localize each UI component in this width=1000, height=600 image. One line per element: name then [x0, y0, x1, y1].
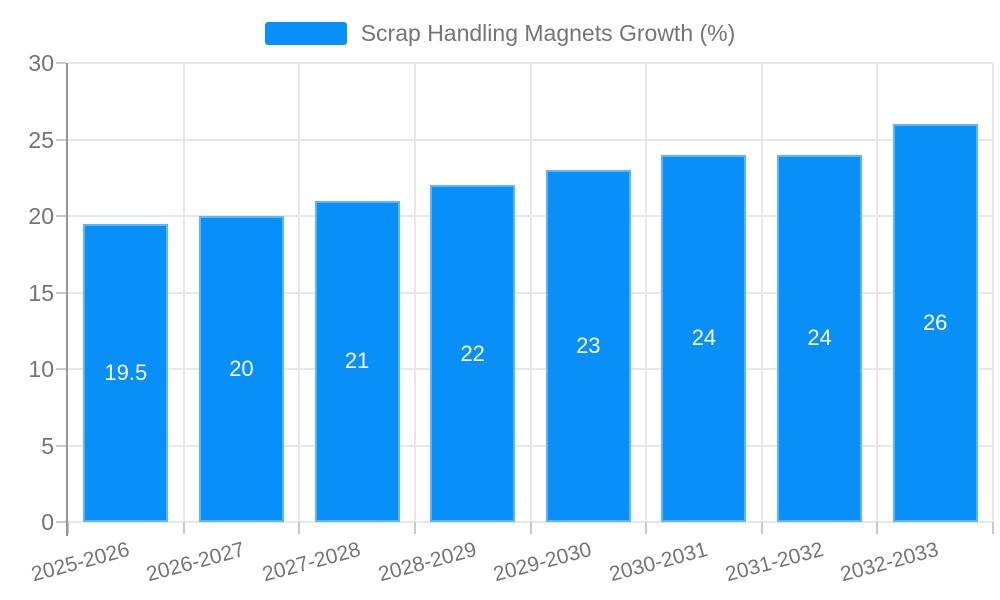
- x-axis-tick: [529, 522, 532, 534]
- y-axis-tick: [56, 291, 66, 294]
- x-axis-tick: [182, 522, 185, 534]
- y-axis-tick-label: 10: [28, 356, 54, 382]
- y-axis-tick-label: 0: [41, 509, 54, 535]
- x-axis-tick: [298, 522, 301, 534]
- bar-2025-2026[interactable]: [83, 223, 169, 522]
- y-axis-tick-label: 15: [28, 279, 54, 306]
- y-axis-tick-label: 25: [28, 126, 54, 153]
- gridline-vertical: [529, 63, 532, 522]
- bar-2031-2032[interactable]: [777, 154, 863, 522]
- legend[interactable]: Scrap Handling Magnets Growth (%): [0, 19, 1000, 47]
- bar-2028-2029[interactable]: [430, 185, 516, 522]
- gridline-vertical: [992, 63, 994, 522]
- x-axis-tick: [413, 522, 416, 534]
- x-axis-tick: [760, 522, 763, 534]
- y-axis-tick-label: 30: [28, 50, 54, 76]
- gridline-vertical: [298, 63, 301, 522]
- y-axis-tick: [56, 444, 66, 447]
- gridline-vertical: [413, 63, 416, 522]
- y-axis-tick: [56, 138, 66, 141]
- x-axis-tick: [992, 522, 994, 534]
- gridline-vertical: [760, 63, 763, 522]
- bar-2029-2030[interactable]: [545, 170, 631, 522]
- bar-2032-2033[interactable]: [892, 124, 978, 522]
- gridline-vertical: [645, 63, 648, 522]
- y-axis-tick: [56, 368, 66, 370]
- y-axis-tick: [56, 62, 66, 64]
- legend-swatch: [264, 21, 347, 45]
- gridline-vertical: [876, 63, 879, 522]
- y-axis-line: [66, 63, 68, 536]
- bar-2026-2027[interactable]: [198, 216, 284, 522]
- plot-area: 0 5 10 15 20 25 30 19.5 2025-2026 20 2026-2027 21 20…: [28, 51, 994, 586]
- legend-label: Scrap Handling Magnets Growth (%): [360, 19, 736, 46]
- x-axis-tick: [645, 522, 648, 534]
- x-axis-tick: [67, 522, 69, 534]
- bar-2030-2031[interactable]: [661, 154, 747, 522]
- y-axis-tick-label: 5: [41, 432, 54, 459]
- x-axis-tick: [876, 522, 879, 534]
- y-axis-tick: [56, 215, 66, 217]
- gridline-vertical: [182, 63, 185, 522]
- bar-2027-2028[interactable]: [314, 200, 400, 522]
- y-axis-tick-label: 20: [28, 203, 54, 229]
- y-axis-tick: [56, 521, 66, 523]
